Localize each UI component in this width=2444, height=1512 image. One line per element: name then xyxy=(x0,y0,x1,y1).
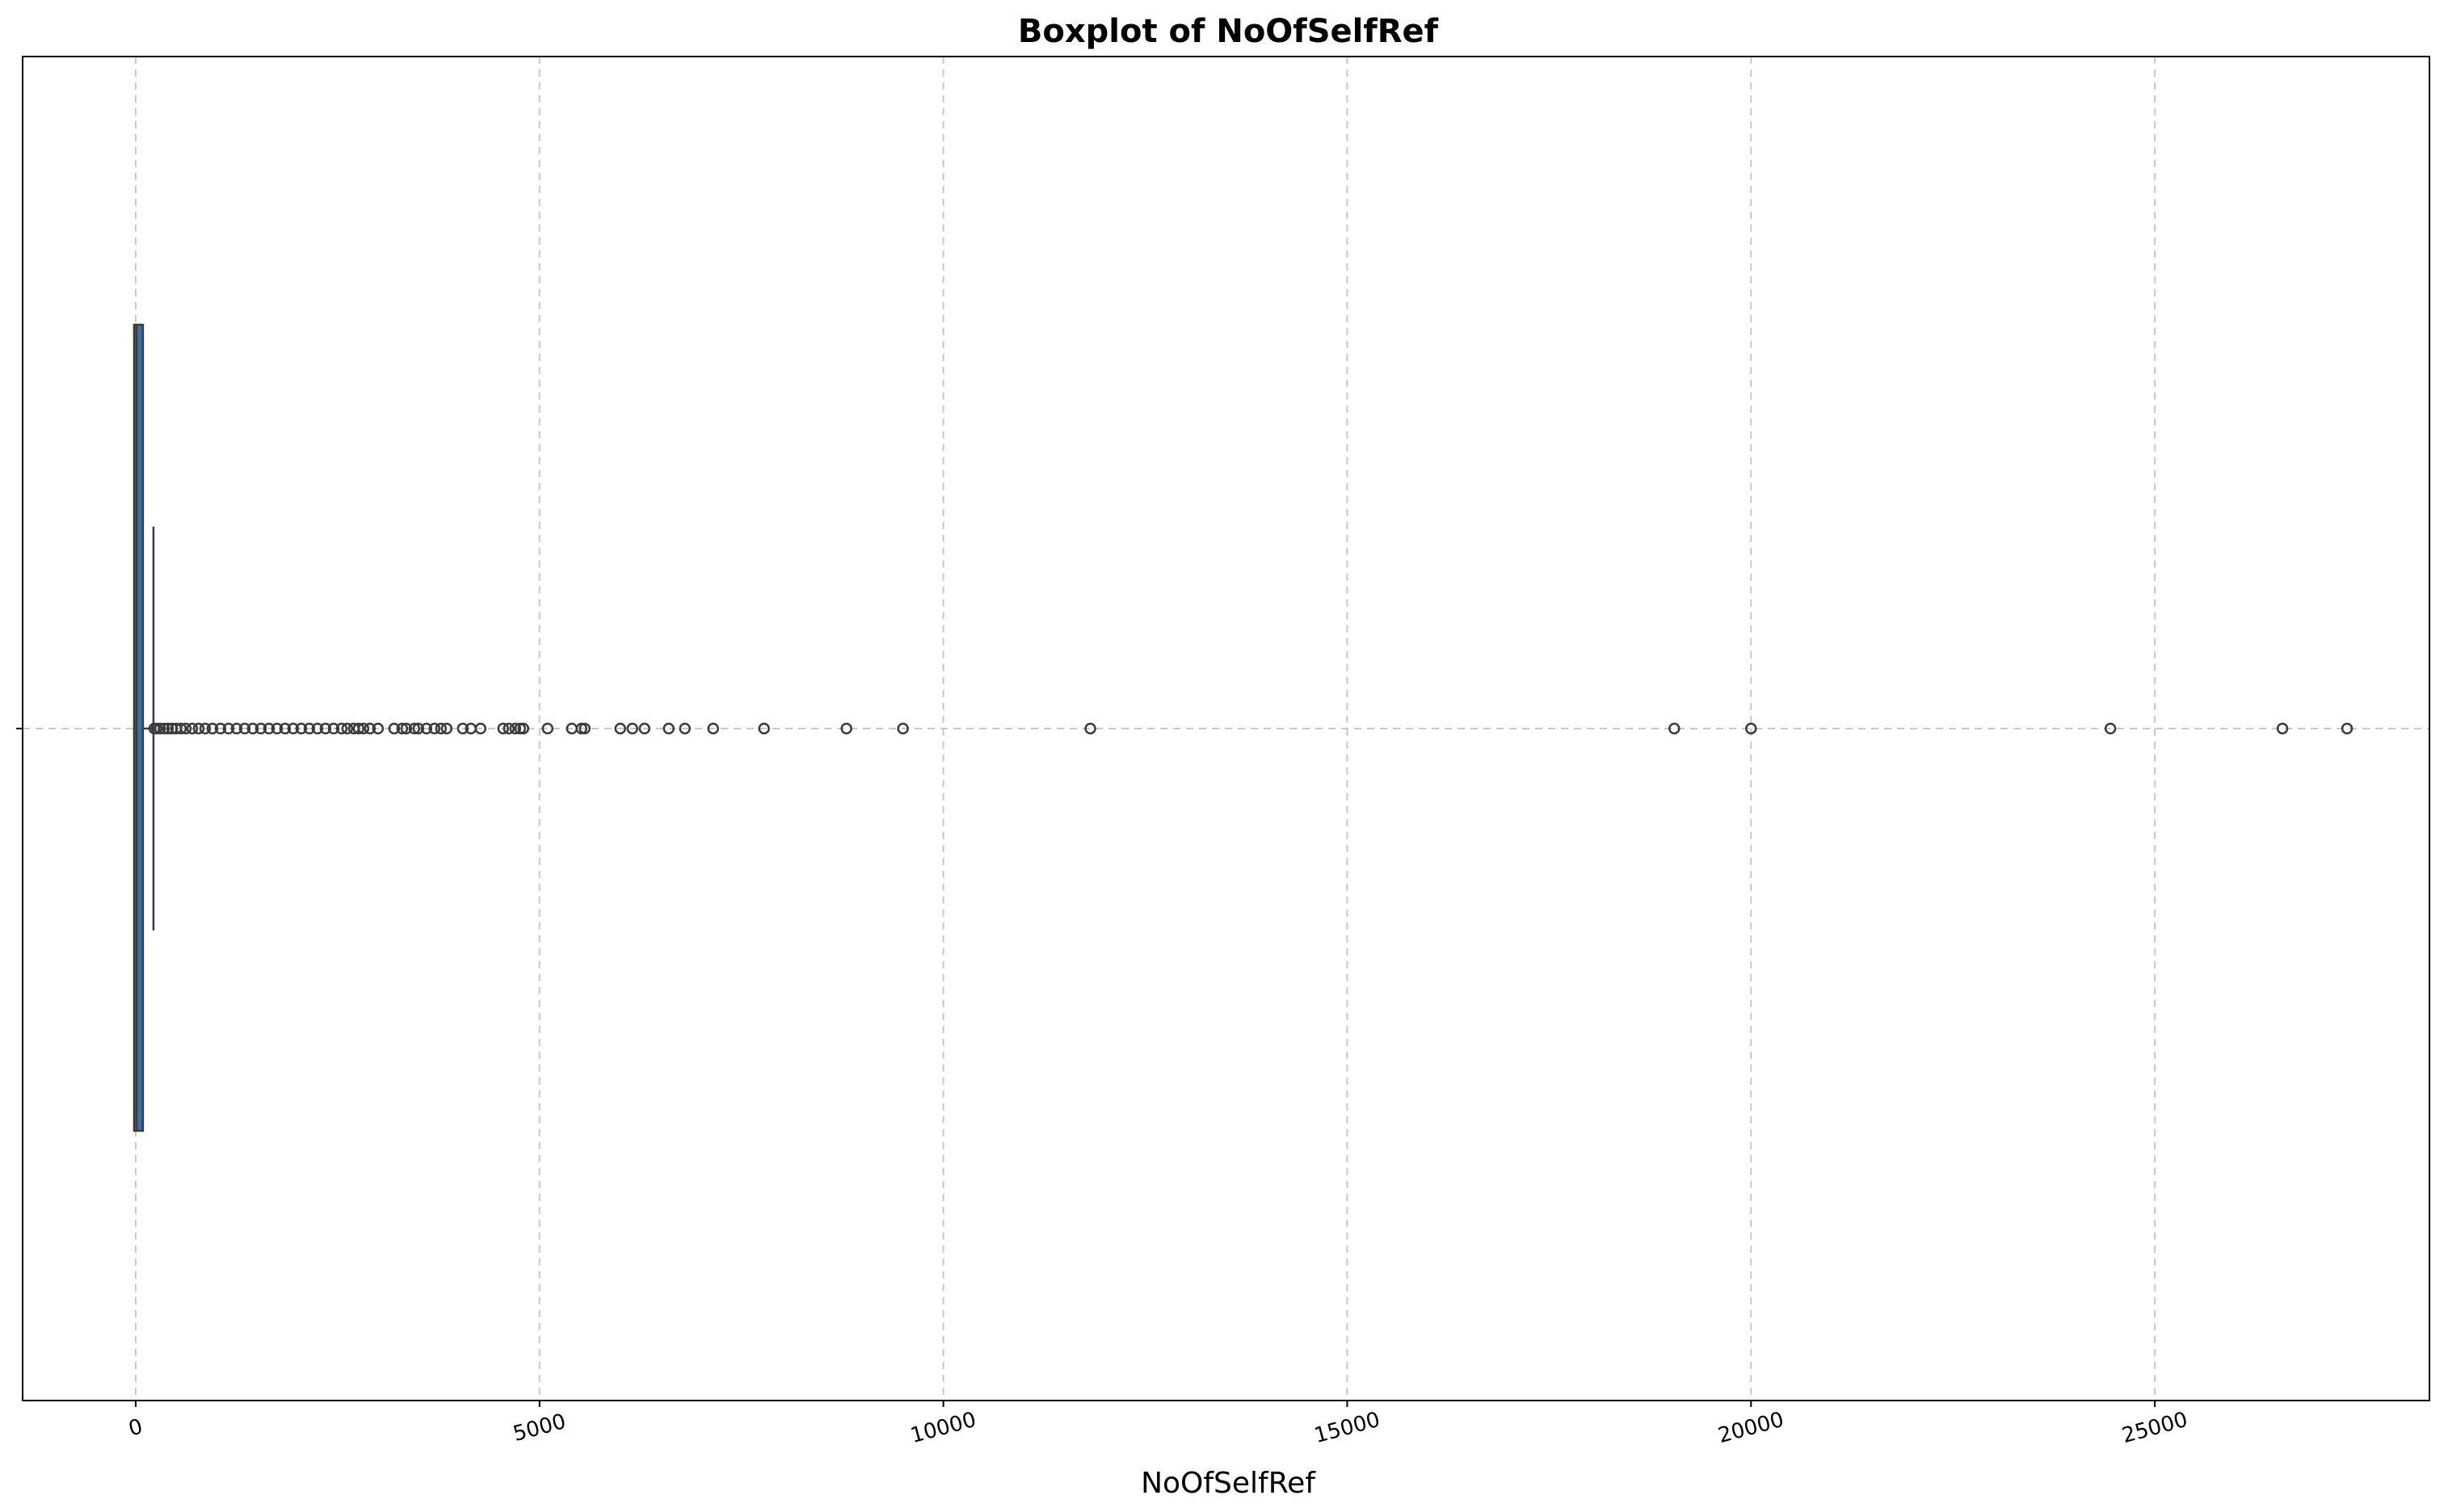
x-tick-label: 20000 xyxy=(1715,1408,1786,1448)
outlier-point xyxy=(897,722,909,735)
outlier-point xyxy=(295,722,308,735)
outlier-point xyxy=(456,722,469,735)
outlier-point xyxy=(2104,722,2117,735)
outlier-point xyxy=(497,722,510,735)
outlier-point xyxy=(238,722,251,735)
outlier-point xyxy=(428,722,441,735)
x-tick-label: 25000 xyxy=(2119,1408,2190,1448)
outlier-point xyxy=(396,722,409,735)
outlier-point xyxy=(303,722,316,735)
outlier-point xyxy=(341,722,354,735)
outlier-point xyxy=(192,722,205,735)
outlier-point xyxy=(440,722,453,735)
outlier-point xyxy=(335,722,348,735)
outlier-points xyxy=(148,722,2354,735)
outlier-point xyxy=(2341,722,2354,735)
outlier-point xyxy=(679,722,691,735)
x-tick-label: 15000 xyxy=(1312,1408,1383,1448)
x-axis-label: NoOfSelfRef xyxy=(1141,1467,1316,1500)
outlier-point xyxy=(707,722,719,735)
outlier-point xyxy=(420,722,433,735)
outlier-point xyxy=(1668,722,1681,735)
outlier-point xyxy=(474,722,487,735)
outlier-point xyxy=(154,722,166,735)
outlier-point xyxy=(541,722,554,735)
outlier-point xyxy=(2276,722,2289,735)
outlier-point xyxy=(158,722,170,735)
outlier-point xyxy=(1084,722,1096,735)
outlier-point xyxy=(319,722,332,735)
outlier-point xyxy=(222,722,235,735)
outlier-point xyxy=(614,722,627,735)
outlier-point xyxy=(162,722,175,735)
outlier-point xyxy=(230,722,243,735)
outlier-point xyxy=(179,722,192,735)
outlier-point xyxy=(199,722,212,735)
outlier-point xyxy=(626,722,638,735)
outlier-point xyxy=(206,722,219,735)
outlier-point xyxy=(578,722,591,735)
outlier-point xyxy=(263,722,276,735)
outlier-point xyxy=(412,722,425,735)
outlier-point xyxy=(840,722,852,735)
x-axis-ticks: 0 5000 10000 15000 20000 25000 xyxy=(126,1401,2190,1448)
outlier-point xyxy=(400,722,413,735)
outlier-point xyxy=(357,722,370,735)
outlier-point xyxy=(246,722,259,735)
outlier-point xyxy=(271,722,284,735)
x-tick-label: 10000 xyxy=(908,1408,979,1448)
outlier-point xyxy=(287,722,300,735)
outlier-point xyxy=(254,722,267,735)
outlier-point xyxy=(388,722,401,735)
outlier-point xyxy=(364,722,376,735)
outlier-point xyxy=(758,722,770,735)
outlier-point xyxy=(352,722,365,735)
outlier-point xyxy=(663,722,675,735)
outlier-point xyxy=(517,722,530,735)
outlier-point xyxy=(214,722,227,735)
outlier-point xyxy=(1745,722,1757,735)
outlier-point xyxy=(408,722,421,735)
outlier-point xyxy=(186,722,199,735)
outlier-point xyxy=(509,722,522,735)
outlier-point xyxy=(435,722,448,735)
outlier-point xyxy=(638,722,650,735)
boxplot-box-group xyxy=(133,323,155,1132)
outlier-point xyxy=(279,722,292,735)
x-tick-label: 5000 xyxy=(511,1409,569,1447)
outlier-point xyxy=(372,722,385,735)
box-body xyxy=(133,323,145,1132)
outlier-point xyxy=(327,722,340,735)
x-tick-label: 0 xyxy=(126,1414,145,1441)
outlier-point xyxy=(175,722,187,735)
outlier-point xyxy=(311,722,324,735)
outlier-point xyxy=(503,722,515,735)
chart-title: Boxplot of NoOfSelfRef xyxy=(1018,13,1439,50)
